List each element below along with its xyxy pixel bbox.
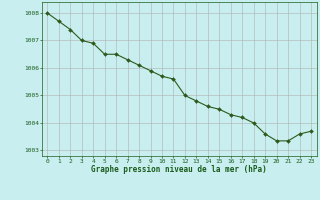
X-axis label: Graphe pression niveau de la mer (hPa): Graphe pression niveau de la mer (hPa) xyxy=(91,165,267,174)
